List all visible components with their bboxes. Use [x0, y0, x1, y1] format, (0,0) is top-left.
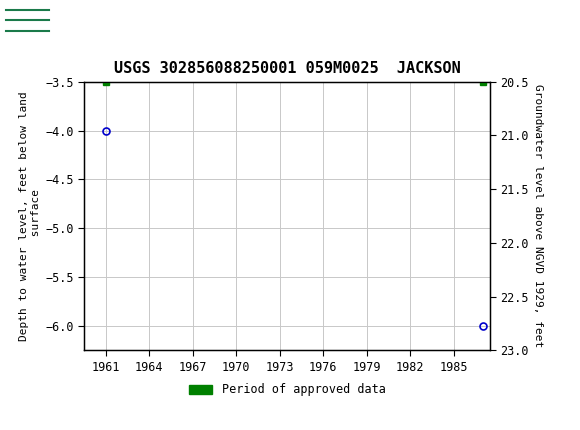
Text: USGS: USGS	[55, 11, 115, 30]
Title: USGS 302856088250001 059M0025  JACKSON: USGS 302856088250001 059M0025 JACKSON	[114, 61, 461, 77]
Y-axis label: Depth to water level, feet below land
 surface: Depth to water level, feet below land su…	[19, 91, 41, 341]
Y-axis label: Groundwater level above NGVD 1929, feet: Groundwater level above NGVD 1929, feet	[533, 84, 543, 348]
FancyBboxPatch shape	[3, 3, 52, 37]
Legend: Period of approved data: Period of approved data	[184, 378, 390, 401]
